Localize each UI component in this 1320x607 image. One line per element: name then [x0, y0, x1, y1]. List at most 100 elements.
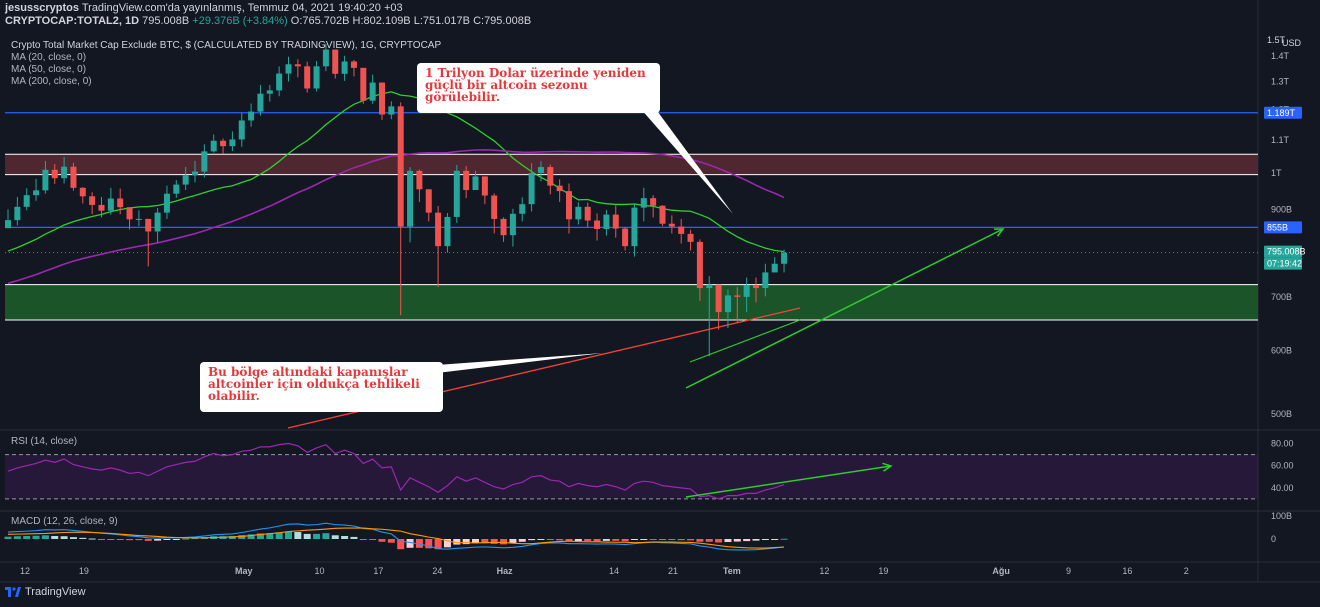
- zones-layer: [5, 112, 1258, 321]
- candle-body: [220, 140, 227, 147]
- candle-body: [154, 212, 161, 232]
- macd-histogram-bar: [182, 538, 190, 540]
- macd-histogram-bar: [144, 539, 152, 541]
- ma200-legend[interactable]: MA (200, close, 0): [11, 76, 92, 87]
- candle-body: [435, 212, 442, 247]
- time-tick-label: 12: [20, 566, 30, 576]
- candle-body: [771, 263, 778, 273]
- price-tick-label: 1.5T: [1267, 35, 1286, 45]
- macd-histogram-bar: [13, 536, 21, 539]
- rsi-band: [5, 454, 1258, 499]
- macd-legend[interactable]: MACD (12, 26, close, 9): [11, 516, 118, 527]
- macd-histogram-bar: [51, 535, 59, 539]
- candle-body: [556, 185, 563, 192]
- macd-histogram-bar: [313, 533, 321, 539]
- candle-body: [575, 206, 582, 220]
- last-price: 795.008B: [142, 15, 190, 27]
- rsi-legend[interactable]: RSI (14, close): [11, 436, 78, 447]
- macd-histogram-bar: [705, 539, 713, 542]
- macd-histogram-bar: [228, 535, 236, 539]
- time-tick-label: 10: [315, 566, 325, 576]
- macd-histogram-bar: [60, 536, 68, 539]
- macd-histogram-bar: [238, 535, 246, 539]
- candle-body: [453, 170, 460, 217]
- candle-body: [706, 284, 713, 289]
- macd-histogram-bar: [4, 536, 12, 539]
- ma20-legend[interactable]: MA (20, close, 0): [11, 52, 87, 63]
- macd-histogram-bar: [715, 539, 723, 543]
- candle-body: [566, 191, 572, 220]
- last-price-label: 795.008B: [1267, 247, 1306, 257]
- candle-body: [42, 169, 49, 191]
- macd-histogram-bar: [107, 539, 115, 540]
- candle-body: [594, 220, 601, 229]
- candle-body: [70, 166, 77, 188]
- candle-body: [500, 218, 507, 236]
- candle-body: [481, 176, 488, 196]
- macd-histogram-bar: [584, 539, 592, 542]
- macd-histogram-bar: [677, 539, 685, 541]
- candle-body: [201, 151, 208, 172]
- trend-arrow-price: [685, 228, 1004, 389]
- macd-histogram-bar: [415, 539, 423, 548]
- macd-histogram-bar: [612, 539, 620, 541]
- candle-body: [509, 213, 516, 236]
- tradingview-brand[interactable]: TradingView: [5, 586, 86, 598]
- macd-histogram-bar: [341, 535, 349, 539]
- candle-body: [294, 64, 301, 67]
- candle-body: [173, 184, 180, 194]
- macd-histogram-bar: [687, 539, 695, 541]
- ticker-line: CRYPTOCAP:TOTAL2, 1D 795.008B +29.376B (…: [5, 15, 531, 27]
- candle-body: [135, 218, 142, 220]
- low-value: L:751.017B: [413, 15, 470, 27]
- callout-top-tail: [640, 108, 733, 214]
- macd-histogram-bar: [116, 539, 124, 540]
- candle-body: [360, 67, 367, 101]
- macd-histogram-bar: [696, 539, 704, 542]
- time-tick-label: 21: [668, 566, 678, 576]
- candle-body: [5, 220, 11, 229]
- ma50-legend[interactable]: MA (50, close, 0): [11, 64, 87, 75]
- candle-body: [379, 82, 385, 115]
- price-tick-label: 1.1T: [1271, 135, 1290, 145]
- macd-histogram-bar: [621, 539, 629, 542]
- macd-histogram-bar: [191, 538, 199, 540]
- candle-body: [547, 167, 554, 186]
- candle-body: [734, 295, 741, 297]
- macd-histogram-bar: [771, 539, 779, 540]
- candle-body: [51, 169, 58, 179]
- macd-histogram-bar: [546, 539, 554, 540]
- callout-top[interactable]: 1 Trilyon Dolar üzerinde yeniden güçlü b…: [417, 63, 660, 113]
- candle-body: [285, 64, 292, 74]
- time-tick-label: Haz: [497, 566, 514, 576]
- drawings-layer: [437, 108, 1005, 498]
- candle-body: [313, 66, 320, 89]
- level-lower-label-bg: [1264, 221, 1302, 234]
- macd-histogram-bar: [500, 539, 508, 545]
- candle-body: [631, 207, 638, 247]
- price-tick-label: 600B: [1271, 345, 1292, 355]
- brand-text: TradingView: [25, 586, 86, 598]
- support-trendline: [689, 319, 801, 363]
- last-price-label-bg: [1264, 245, 1302, 258]
- candle-body: [61, 166, 68, 179]
- macd-histogram-bar: [425, 539, 433, 549]
- callout-bottom[interactable]: Bu bölge altındaki kapanışlar altcoinler…: [200, 362, 443, 412]
- candle-body: [304, 66, 311, 89]
- macd-histogram-bar: [453, 539, 461, 545]
- publish-line: jesusscryptos TradingView.com'da yayınla…: [5, 2, 403, 14]
- rsi-pane: [5, 442, 1258, 500]
- macd-histogram-bar: [490, 539, 498, 544]
- macd-histogram-bar: [247, 534, 255, 539]
- candle-body: [472, 176, 479, 191]
- macd-tick-label: 0: [1271, 534, 1276, 544]
- macd-histogram-bar: [32, 535, 40, 539]
- symbol-label[interactable]: CRYPTOCAP:TOTAL2, 1D: [5, 15, 140, 27]
- candle-body: [519, 204, 526, 214]
- macd-histogram-bar: [481, 539, 489, 544]
- macd-histogram-bar: [322, 533, 330, 539]
- author-name[interactable]: jesusscryptos: [5, 2, 79, 14]
- trend-arrow-rsi: [685, 465, 892, 498]
- macd-histogram-bar: [640, 539, 648, 540]
